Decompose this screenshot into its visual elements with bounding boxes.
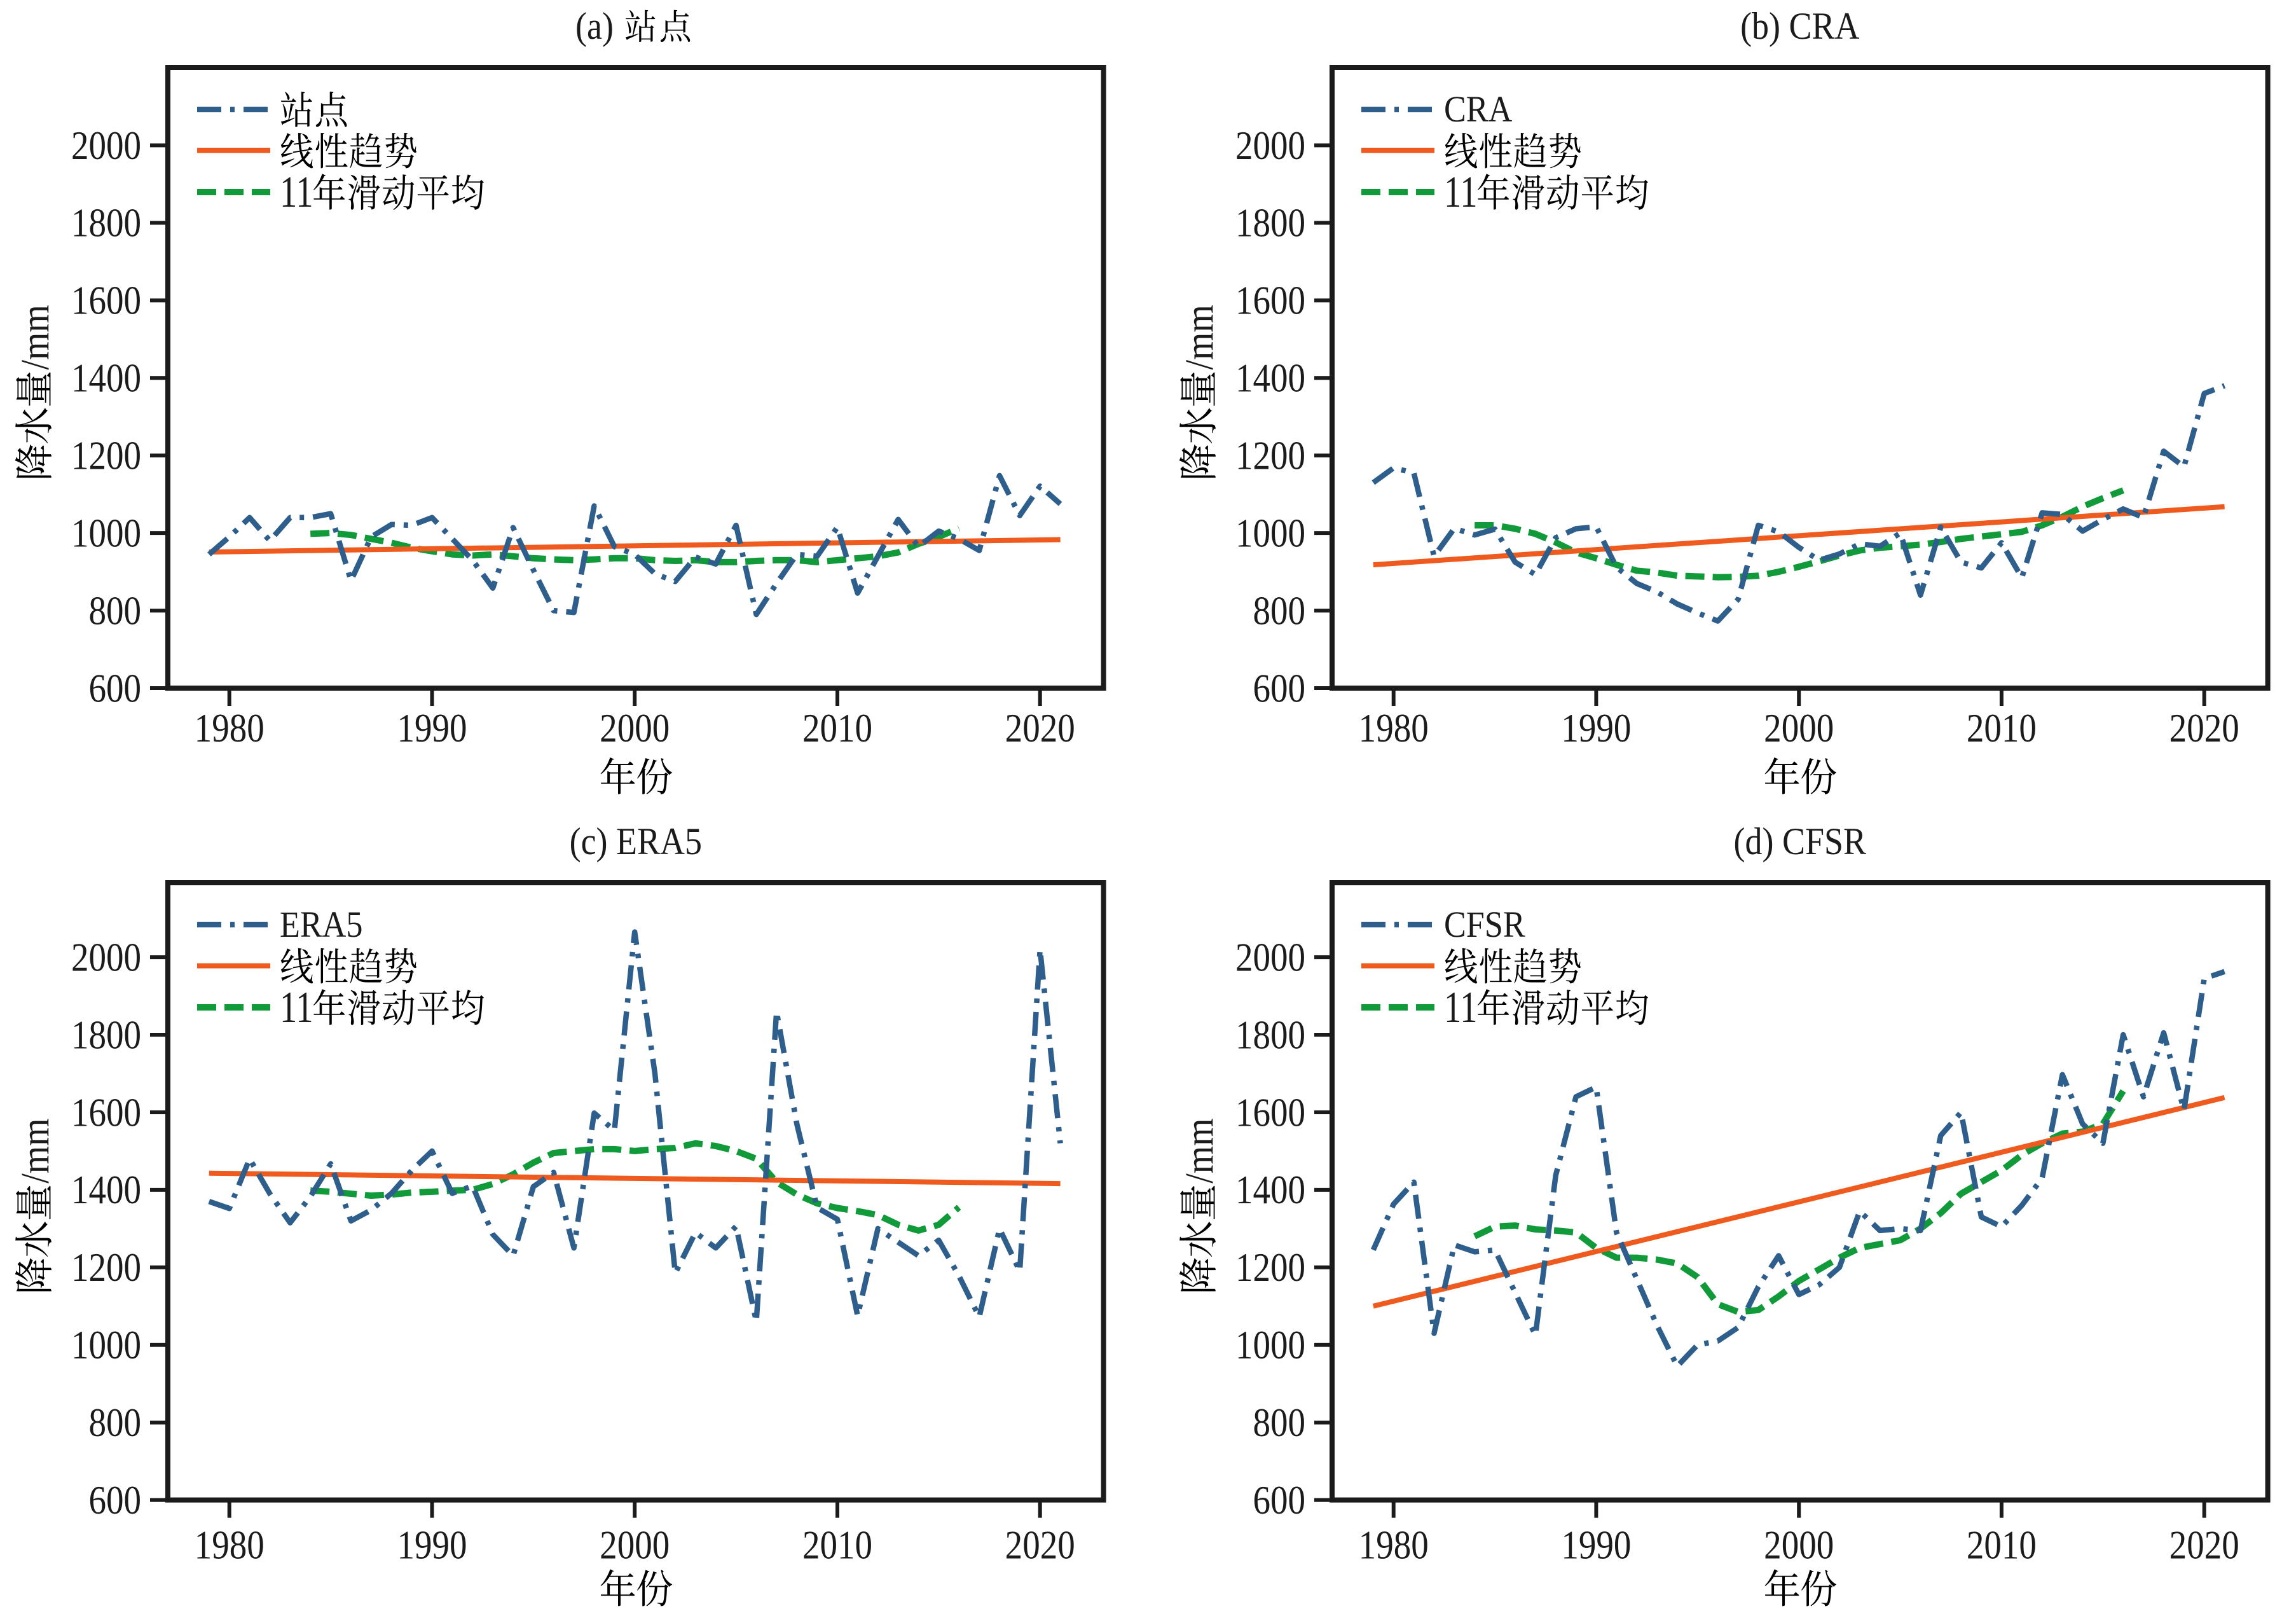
svg-text:2020: 2020 (1005, 1523, 1075, 1568)
svg-text:2000: 2000 (600, 1523, 670, 1568)
svg-text:1600: 1600 (1235, 1089, 1305, 1135)
svg-text:2010: 2010 (1967, 705, 2037, 750)
svg-text:1980: 1980 (1359, 705, 1429, 750)
svg-text:2010: 2010 (802, 1523, 872, 1568)
svg-text:/mm: /mm (1177, 305, 1221, 369)
svg-text:1600: 1600 (71, 278, 141, 323)
svg-text:1800: 1800 (71, 1012, 141, 1057)
svg-text:1400: 1400 (71, 1167, 141, 1212)
svg-text:1800: 1800 (1235, 200, 1305, 245)
svg-text:2020: 2020 (1005, 705, 1075, 750)
svg-text:600: 600 (88, 1477, 141, 1523)
svg-text:800: 800 (1253, 1400, 1305, 1445)
svg-text:1600: 1600 (1235, 278, 1305, 323)
svg-text:11: 11 (280, 167, 313, 217)
svg-text:1800: 1800 (71, 200, 141, 245)
svg-text:1980: 1980 (195, 1523, 265, 1568)
svg-text:1990: 1990 (397, 1523, 467, 1568)
svg-text:1800: 1800 (1235, 1012, 1305, 1057)
svg-text:2000: 2000 (1764, 1523, 1834, 1568)
svg-text:1990: 1990 (1561, 705, 1631, 750)
svg-text:2020: 2020 (2169, 1523, 2239, 1568)
svg-text:1980: 1980 (195, 705, 265, 750)
svg-text:2000: 2000 (1235, 935, 1305, 980)
svg-text:1990: 1990 (397, 705, 467, 750)
svg-text:1400: 1400 (1235, 1167, 1305, 1212)
svg-text:1000: 1000 (71, 511, 141, 556)
svg-text:1400: 1400 (71, 356, 141, 401)
svg-text:(d) CFSR: (d) CFSR (1734, 820, 1867, 862)
svg-text:2000: 2000 (1235, 123, 1305, 168)
svg-text:600: 600 (1253, 665, 1305, 710)
svg-text:1400: 1400 (1235, 356, 1305, 401)
svg-text:1000: 1000 (1235, 511, 1305, 556)
svg-text:1200: 1200 (1235, 433, 1305, 478)
svg-text:CRA: CRA (1444, 89, 1512, 130)
svg-text:CFSR: CFSR (1444, 904, 1525, 945)
svg-text:2000: 2000 (71, 123, 141, 168)
svg-text:1200: 1200 (1235, 1245, 1305, 1290)
svg-text:/mm: /mm (1177, 1119, 1221, 1184)
svg-text:1000: 1000 (71, 1322, 141, 1367)
svg-text:(a): (a) (575, 5, 614, 47)
svg-text:11: 11 (280, 983, 313, 1032)
svg-text:2010: 2010 (802, 705, 872, 750)
svg-text:800: 800 (88, 1400, 141, 1445)
svg-text:600: 600 (1253, 1477, 1305, 1523)
svg-text:ERA5: ERA5 (280, 904, 362, 945)
svg-text:11: 11 (1444, 983, 1478, 1032)
svg-text:/mm: /mm (13, 305, 57, 369)
svg-text:2000: 2000 (600, 705, 670, 750)
svg-text:1600: 1600 (71, 1089, 141, 1135)
svg-text:1980: 1980 (1359, 1523, 1429, 1568)
svg-text:600: 600 (88, 665, 141, 710)
svg-text:2010: 2010 (1967, 1523, 2037, 1568)
svg-text:(c) ERA5: (c) ERA5 (570, 820, 702, 862)
svg-text:1200: 1200 (71, 1245, 141, 1290)
svg-text:11: 11 (1444, 167, 1478, 217)
svg-text:1200: 1200 (71, 433, 141, 478)
svg-text:800: 800 (1253, 588, 1305, 633)
svg-text:2000: 2000 (1764, 705, 1834, 750)
svg-text:2020: 2020 (2169, 705, 2239, 750)
svg-text:800: 800 (88, 588, 141, 633)
svg-text:(b) CRA: (b) CRA (1740, 5, 1859, 47)
svg-text:1990: 1990 (1561, 1523, 1631, 1568)
svg-text:1000: 1000 (1235, 1322, 1305, 1367)
svg-text:2000: 2000 (71, 935, 141, 980)
svg-text:/mm: /mm (13, 1119, 57, 1184)
